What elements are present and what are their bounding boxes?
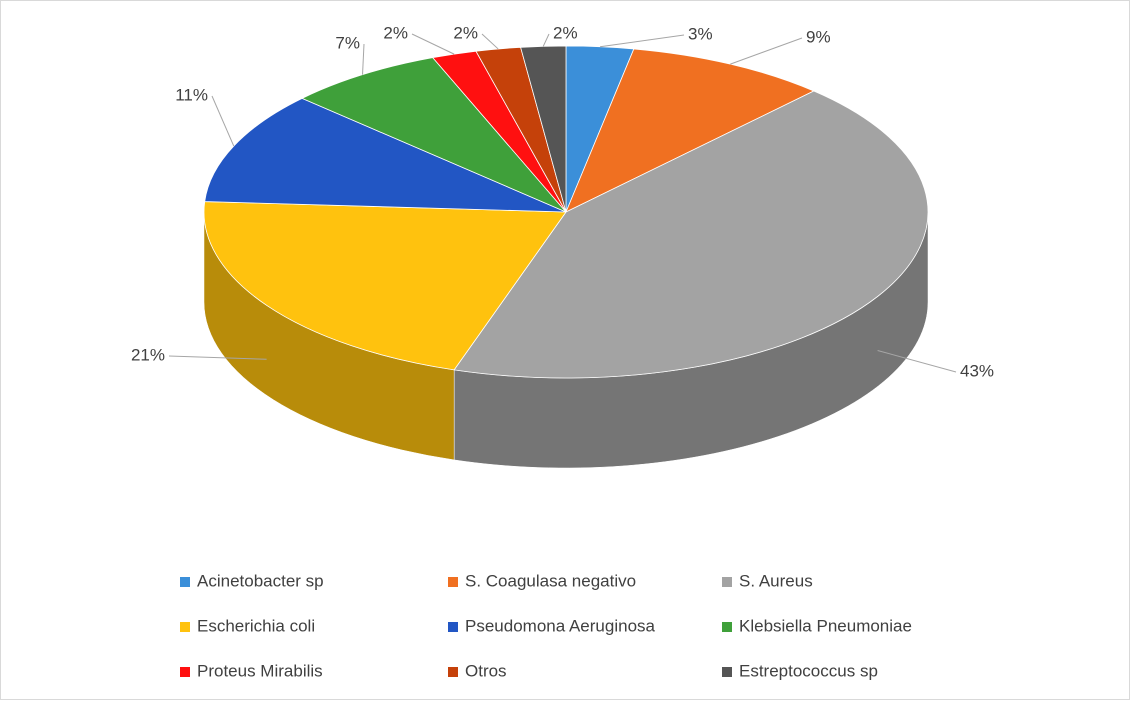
data-label: 11% [175,85,208,104]
pie-slice [301,57,567,213]
leader-line [411,33,455,55]
data-label: 2% [553,23,578,42]
leader-line [599,34,685,48]
legend-swatch [180,667,190,677]
legend-swatch [722,577,732,587]
legend-swatch [722,667,732,677]
legend-swatch [448,667,458,677]
leader-line [168,355,267,360]
legend-label: Acinetobacter sp [197,571,324,590]
data-label: 3% [688,24,713,43]
data-label: 21% [131,345,165,364]
legend-label: Estreptococcus sp [739,661,878,680]
legend-swatch [722,622,732,632]
legend-swatch [448,622,458,632]
legend-label: Pseudomona Aeruginosa [465,616,656,635]
leader-line [362,43,365,75]
legend-swatch [180,577,190,587]
data-label: 2% [383,23,408,42]
data-label: 7% [335,33,360,52]
leader-line [877,350,957,373]
data-label: 43% [960,361,994,380]
legend-label: S. Coagulasa negativo [465,571,636,590]
legend-label: Otros [465,661,507,680]
leader-line [730,37,803,65]
legend-label: Klebsiella Pneumoniae [739,616,912,635]
legend-label: Escherichia coli [197,616,315,635]
leader-line [481,33,499,50]
data-label: 9% [806,27,831,46]
pie-slice [203,201,567,371]
legend-swatch [180,622,190,632]
legend-label: S. Aureus [739,571,813,590]
legend-swatch [448,577,458,587]
pie-slice [565,48,815,213]
pie-slice [520,45,567,213]
leader-line [542,33,550,47]
data-label: 2% [453,23,478,42]
pie-slice [453,90,929,379]
leader-line [211,95,235,147]
legend-label: Proteus Mirabilis [197,661,323,680]
